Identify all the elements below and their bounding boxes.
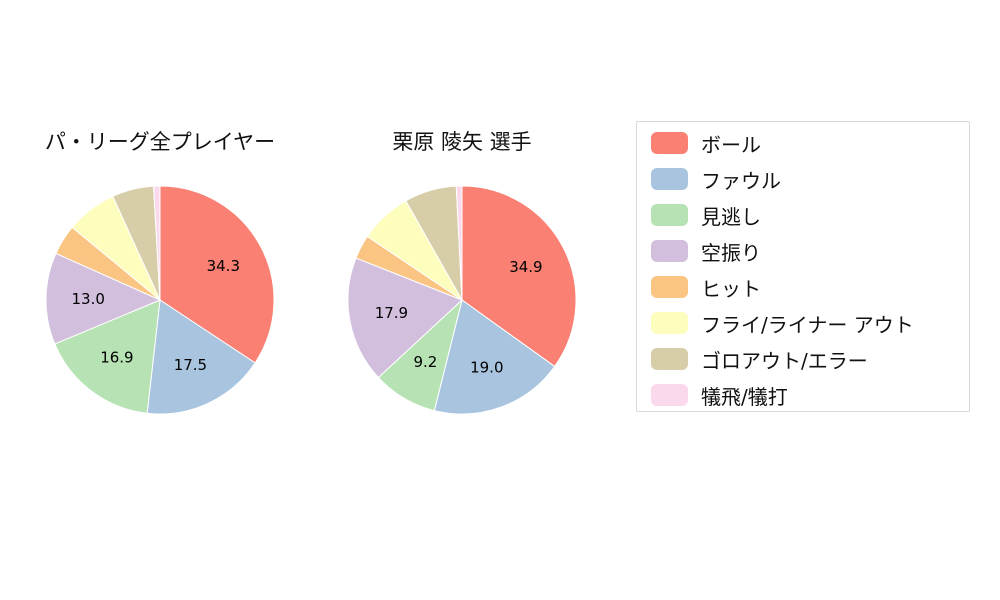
legend-label-0: ボール bbox=[701, 132, 761, 157]
pie-slice-swinging-strike bbox=[347, 257, 463, 379]
pie-value-label-swinging-strike: 17.9 bbox=[375, 304, 408, 322]
pie-slice-foul bbox=[433, 299, 556, 415]
legend-item-3: 空振り bbox=[651, 233, 969, 269]
legend-swatch-1 bbox=[651, 168, 688, 190]
legend-swatch-3 bbox=[651, 240, 688, 262]
pie-value-label-foul: 19.0 bbox=[470, 358, 503, 376]
legend-item-0: ボール bbox=[651, 125, 969, 161]
legend-item-1: ファウル bbox=[651, 161, 969, 197]
legend-swatch-4 bbox=[651, 276, 688, 298]
pie-value-label-called-strike: 9.2 bbox=[413, 353, 437, 371]
pie-value-label-called-strike: 16.9 bbox=[100, 348, 133, 366]
pie-slice-ball bbox=[461, 185, 577, 368]
legend-label-1: ファウル bbox=[701, 168, 781, 193]
pie-chart-league: パ・リーグ全プレイヤー 34.3 17.5 16.9 13.0 bbox=[45, 128, 275, 418]
pie-value-label-ball: 34.3 bbox=[207, 257, 240, 275]
pie-value-label-foul: 17.5 bbox=[174, 356, 207, 374]
legend-label-2: 見逃し bbox=[701, 204, 761, 229]
legend-item-7: 犠飛/犠打 bbox=[651, 377, 969, 413]
legend-item-2: 見逃し bbox=[651, 197, 969, 233]
chart-title-player: 栗原 陵矢 選手 bbox=[392, 130, 532, 154]
pie-value-label-ball: 34.9 bbox=[509, 258, 542, 276]
legend-label-4: ヒット bbox=[701, 276, 761, 301]
pie-chart-player: 栗原 陵矢 選手 34.9 19.0 9.2 17.9 bbox=[347, 128, 577, 418]
pie-slice-swinging-strike bbox=[45, 252, 162, 345]
pie-slice-foul bbox=[146, 299, 256, 415]
legend-item-6: ゴロアウト/エラー bbox=[651, 341, 969, 377]
legend-swatch-7 bbox=[651, 384, 688, 406]
legend-swatch-0 bbox=[651, 132, 688, 154]
pie-svg-player: 34.9 19.0 9.2 17.9 bbox=[347, 185, 577, 415]
pie-svg-league: 34.3 17.5 16.9 13.0 bbox=[45, 185, 275, 415]
legend-label-5: フライ/ライナー アウト bbox=[701, 312, 914, 337]
legend-label-6: ゴロアウト/エラー bbox=[701, 348, 868, 373]
pie-slice-called-strike bbox=[54, 299, 161, 414]
pie-slice-sacrifice bbox=[455, 185, 463, 301]
legend-item-4: ヒット bbox=[651, 269, 969, 305]
legend-swatch-6 bbox=[651, 348, 688, 370]
legend-label-7: 犠飛/犠打 bbox=[701, 384, 788, 409]
pie-slice-sacrifice bbox=[153, 185, 161, 301]
chart-title-league: パ・リーグ全プレイヤー bbox=[44, 130, 276, 154]
legend-item-5: フライ/ライナー アウト bbox=[651, 305, 969, 341]
legend-label-3: 空振り bbox=[701, 240, 761, 265]
legend-swatch-2 bbox=[651, 204, 688, 226]
legend: ボールファウル見逃し空振りヒットフライ/ライナー アウト ゴロアウト/エラー 犠飛/… bbox=[636, 121, 970, 412]
legend-swatch-5 bbox=[651, 312, 688, 334]
pie-value-label-swinging-strike: 13.0 bbox=[71, 290, 104, 308]
